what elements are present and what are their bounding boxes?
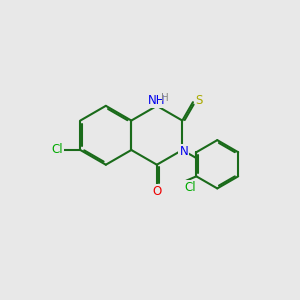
Text: N: N (179, 145, 188, 158)
Text: H: H (161, 93, 168, 103)
Text: Cl: Cl (52, 143, 64, 157)
Text: O: O (152, 185, 161, 198)
Text: NH: NH (148, 94, 166, 107)
Text: S: S (196, 94, 203, 107)
Text: Cl: Cl (185, 181, 196, 194)
